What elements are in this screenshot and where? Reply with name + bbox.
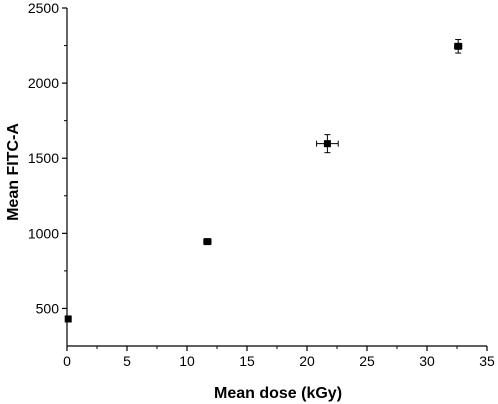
- data-point: [323, 140, 331, 148]
- data-point: [203, 238, 211, 246]
- axes: [66, 8, 487, 347]
- y-tick-label: 2500: [28, 0, 59, 16]
- x-tick-label: 10: [179, 353, 195, 369]
- x-tick-label: 25: [359, 353, 375, 369]
- y-tick-label: 1500: [28, 150, 59, 166]
- data-point: [64, 315, 72, 323]
- x-tick-label: 0: [63, 353, 71, 369]
- y-tick-label: 500: [36, 300, 60, 316]
- y-tick-label: 2000: [28, 75, 59, 91]
- x-tick-label: 35: [479, 353, 495, 369]
- y-axis-label: Mean FITC-A: [5, 123, 22, 221]
- x-tick-label: 30: [419, 353, 435, 369]
- y-tick-label: 1000: [28, 225, 59, 241]
- data-point: [454, 42, 462, 50]
- x-tick-label: 5: [123, 353, 131, 369]
- data-points: [64, 39, 463, 323]
- x-axis-label: Mean dose (kGy): [214, 385, 342, 402]
- ticks: 0 5 10 15 20 25 30 35 500 1000 1500 2000 2500: [28, 0, 495, 369]
- x-tick-label: 20: [299, 353, 315, 369]
- x-tick-label: 15: [239, 353, 255, 369]
